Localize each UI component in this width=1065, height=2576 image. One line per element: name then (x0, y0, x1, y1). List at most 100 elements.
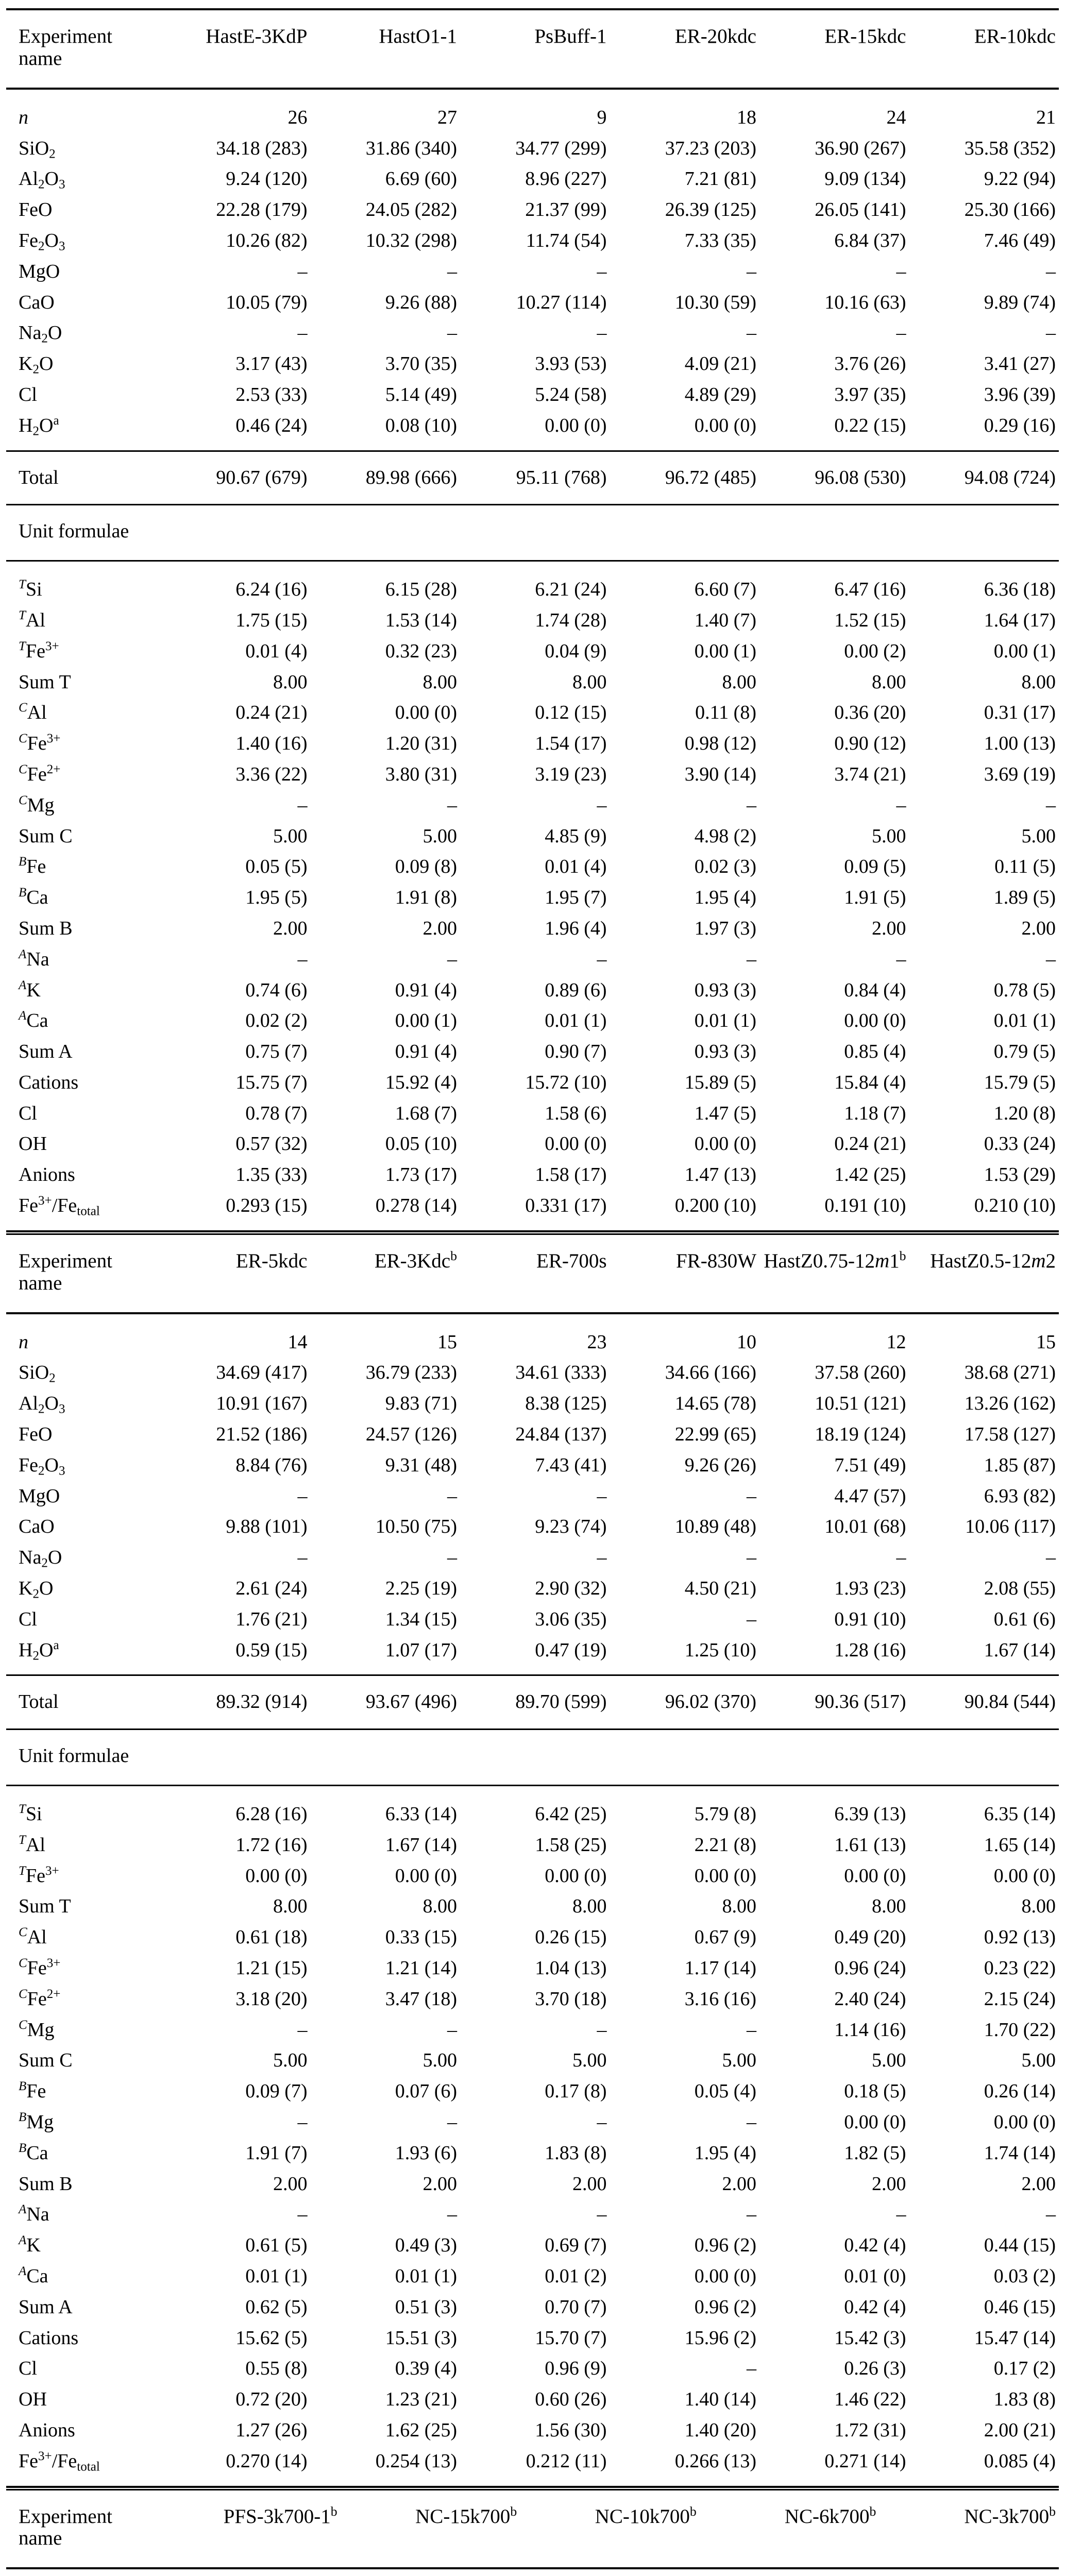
unit-formula-row: Fe3+/Fetotal 0.270 (14) 0.254 (13) 0.212 (1… (6, 2446, 1059, 2486)
row-label: Sum A (19, 1041, 73, 1063)
value-cell: 2.25 (19) (385, 1578, 457, 1600)
row-label: Cations (19, 2327, 79, 2349)
value-cell: 9.23 (74) (535, 1516, 607, 1538)
value-cell: 0.254 (13) (375, 2450, 457, 2472)
value-cell: 0.29 (16) (984, 414, 1056, 436)
unit-formula-row: CAl 0.61 (18) 0.33 (15) 0.26 (15) 0.67 (9) 0.… (6, 1922, 1059, 1953)
row-label: MgO (19, 1485, 60, 1507)
value-cell: 8.00 (872, 1895, 906, 1918)
value-cell: 5.24 (58) (535, 383, 607, 405)
value-cell: 15.79 (5) (984, 1071, 1056, 1093)
value-cell: 0.61 (6) (993, 1608, 1056, 1630)
value-cell: 89.32 (914) (161, 1674, 311, 1731)
value-cell: – (1046, 2204, 1056, 2226)
value-cell: 1.73 (17) (385, 1164, 457, 1186)
value-cell: 0.01 (1) (245, 2265, 308, 2287)
unit-formula-row: Sum B 2.00 2.00 2.00 2.00 2.00 2.00 (6, 2169, 1059, 2200)
oxide-row: Fe2O3 10.26 (82) 10.32 (298) 11.74 (54) 7.33… (6, 226, 1059, 257)
value-cell: 6.60 (7) (694, 579, 756, 601)
value-cell: 5.00 (1021, 825, 1056, 847)
value-cell: 4.50 (21) (684, 1578, 756, 1600)
value-cell: 3.41 (27) (984, 353, 1056, 375)
value-cell: 27 (437, 106, 457, 128)
corner-label: Experiment name (6, 2490, 161, 2570)
value-cell: 1.65 (14) (984, 1834, 1056, 1856)
unit-formula-row: BFe 0.09 (7) 0.07 (6) 0.17 (8) 0.05 (4) 0.18 … (6, 2076, 1059, 2107)
value-cell: 0.00 (0) (245, 1865, 308, 1887)
value-cell: 0.266 (13) (674, 2450, 756, 2472)
value-cell: 10.32 (298) (365, 229, 457, 251)
value-cell: 1.56 (30) (535, 2419, 607, 2441)
value-cell: 3.76 (26) (834, 353, 906, 375)
corner-label: Experiment name (6, 1234, 161, 1314)
value-cell: 0.210 (10) (974, 1195, 1056, 1217)
unit-formula-row: BCa 1.91 (7) 1.93 (6) 1.83 (8) 1.95 (4) 1.82 … (6, 2138, 1059, 2169)
value-cell: – (597, 1485, 607, 1507)
value-cell: – (447, 322, 457, 344)
value-cell: 2.00 (21) (984, 2419, 1056, 2441)
value-cell: 5.00 (872, 825, 906, 847)
row-label: Fe3+/Fetotal (19, 1194, 100, 1218)
value-cell: 6.93 (82) (984, 1485, 1056, 1507)
unit-formula-row: CMg – – – – 1.14 (16) 1.70 (22) (6, 2015, 1059, 2046)
column-header: NC-6k700b (699, 2490, 880, 2570)
row-label: FeO (19, 199, 53, 221)
row-label: MgO (19, 260, 60, 282)
row-label: CaO (19, 1516, 55, 1538)
value-cell: 0.05 (4) (694, 2080, 756, 2103)
value-cell: – (597, 2019, 607, 2041)
value-cell: – (597, 948, 607, 970)
value-cell: 96.08 (530) (759, 450, 909, 506)
unit-formula-row: Sum C 5.00 5.00 4.85 (9) 4.98 (2) 5.00 5.00 (6, 821, 1059, 852)
column-header: NC-3k700b (879, 2490, 1059, 2570)
value-cell: – (297, 1485, 308, 1507)
unit-formula-row: BCa 1.95 (5) 1.91 (8) 1.95 (7) 1.95 (4) 1.91 … (6, 883, 1059, 913)
value-cell: 0.91 (4) (395, 979, 457, 1001)
value-cell: 36.79 (233) (365, 1362, 457, 1384)
value-cell: 1.64 (17) (984, 609, 1056, 631)
row-label: TAl (19, 1833, 45, 1856)
total-row: Total 89.32 (914) 93.67 (496) 89.70 (599) 96… (6, 1674, 1059, 1731)
value-cell: 7.51 (49) (834, 1454, 906, 1476)
value-cell: 4.47 (57) (834, 1485, 906, 1507)
value-cell: 0.92 (13) (984, 1926, 1056, 1948)
value-cell: 0.62 (5) (245, 2296, 308, 2318)
unit-formula-row: ACa 0.02 (2) 0.00 (1) 0.01 (1) 0.01 (1) 0.00 … (6, 1006, 1059, 1037)
value-cell: 10.05 (79) (226, 291, 308, 313)
value-cell: 1.20 (8) (993, 1102, 1056, 1124)
value-cell: 1.28 (16) (834, 1639, 906, 1661)
section-label: Unit formulae (6, 504, 1059, 562)
row-label: CMg (19, 2018, 55, 2041)
value-cell: 14.65 (78) (674, 1393, 756, 1415)
value-cell: 0.04 (9) (545, 640, 607, 662)
unit-formula-row: Sum A 0.62 (5) 0.51 (3) 0.70 (7) 0.96 (2) 0.4… (6, 2292, 1059, 2323)
value-cell: – (447, 1547, 457, 1569)
oxide-row: Na2O – – – – – – (6, 1543, 1059, 1573)
value-cell: 4.09 (21) (684, 353, 756, 375)
value-cell: 2.40 (24) (834, 1988, 906, 2010)
row-label: Sum T (19, 1895, 71, 1918)
value-cell: 3.36 (22) (235, 763, 308, 785)
value-cell: 1.75 (15) (235, 609, 308, 631)
value-cell: 1.67 (14) (385, 1834, 457, 1856)
value-cell: 1.53 (14) (385, 609, 457, 631)
value-cell: 0.00 (1) (993, 640, 1056, 662)
value-cell: – (447, 2204, 457, 2226)
value-cell: – (447, 260, 457, 282)
value-cell: 8.00 (273, 671, 308, 693)
value-cell: 0.02 (2) (245, 1010, 308, 1032)
value-cell: 3.19 (23) (535, 763, 607, 785)
composition-panel-3: Experiment name PFS-3k700-1b NC-15k700b NC-… (6, 2490, 1059, 2576)
value-cell: 3.97 (35) (834, 383, 906, 405)
unit-formula-row: Anions 1.35 (33) 1.73 (17) 1.58 (17) 1.47 (1… (6, 1160, 1059, 1191)
value-cell: 0.49 (20) (834, 1926, 906, 1948)
value-cell: 0.01 (1) (395, 2265, 457, 2287)
oxide-row: CaO 10.05 (79) 9.26 (88) 10.27 (114) 10.30 (… (6, 287, 1059, 318)
value-cell: – (896, 322, 906, 344)
value-cell: – (747, 2111, 756, 2133)
value-cell: 0.22 (15) (834, 414, 906, 436)
row-label: CMg (19, 793, 55, 816)
value-cell: 3.18 (20) (235, 1988, 308, 2010)
value-cell: 15.42 (3) (834, 2327, 906, 2349)
value-cell: 1.93 (6) (395, 2142, 457, 2164)
